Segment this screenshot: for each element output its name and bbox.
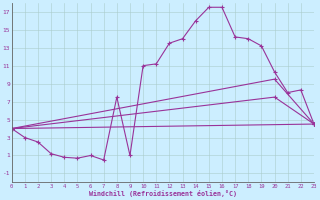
X-axis label: Windchill (Refroidissement éolien,°C): Windchill (Refroidissement éolien,°C) — [89, 190, 237, 197]
